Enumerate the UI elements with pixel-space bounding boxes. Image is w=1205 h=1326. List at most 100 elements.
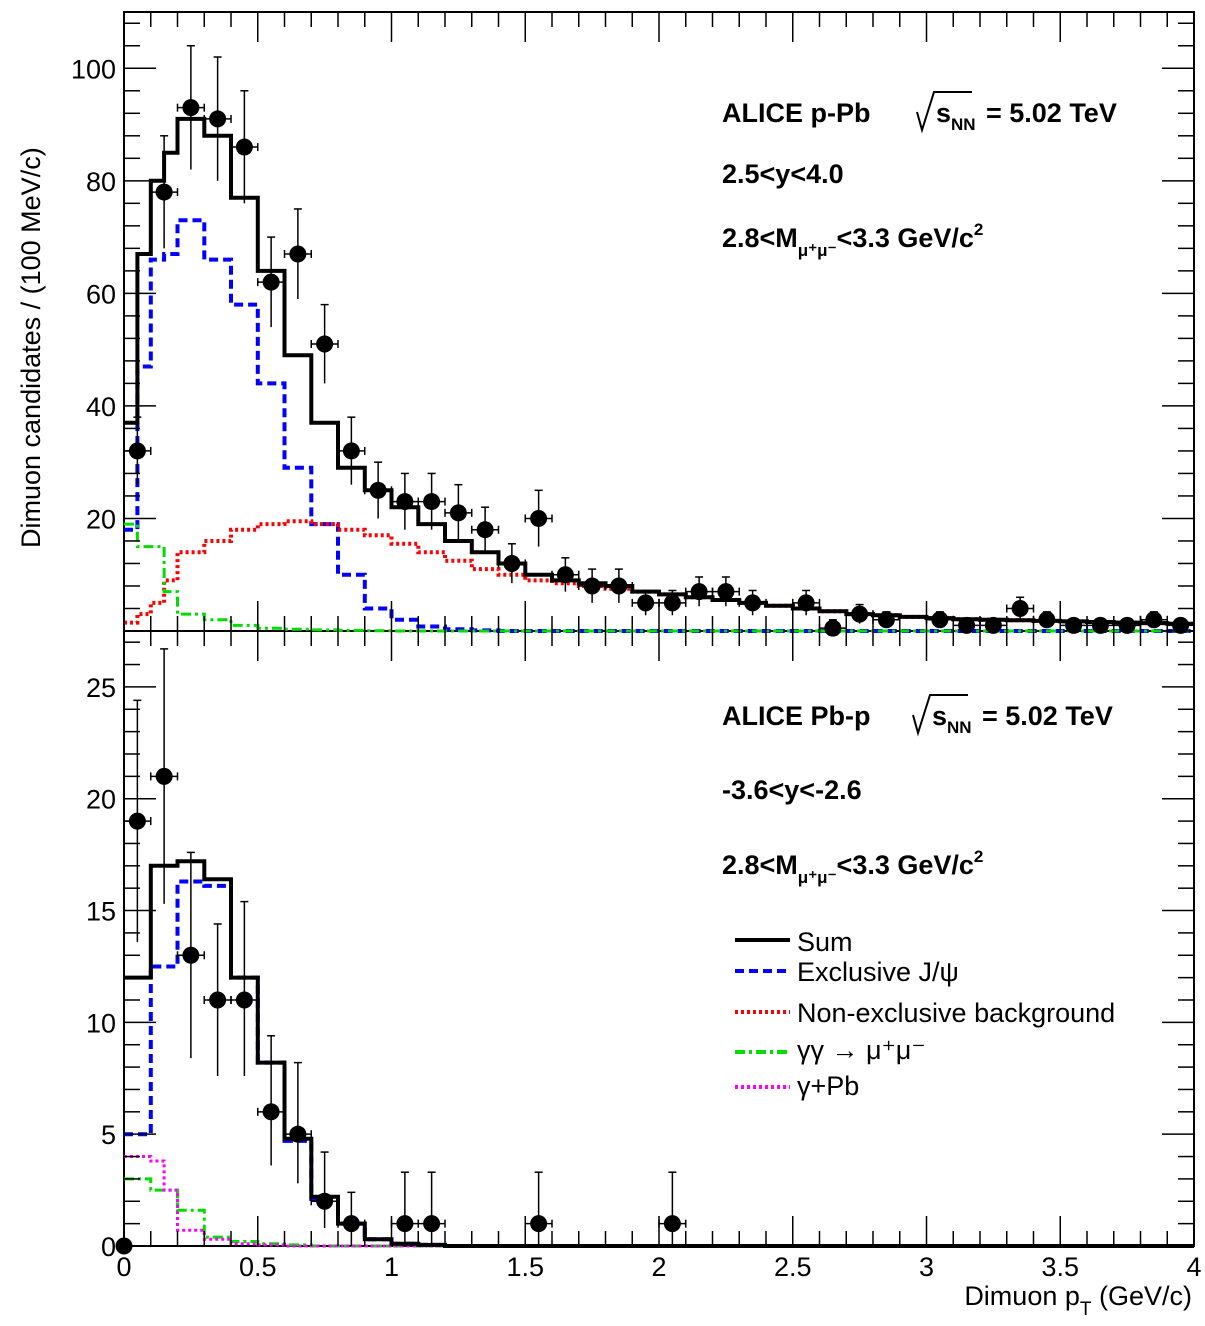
axis-ticks: 20 40 60 80 100 0 5 10 15 20 25 0 0.5 1 1.5 2 2.5 3 3.5 4 bbox=[71, 12, 1202, 1282]
bottom-data-point bbox=[257, 1035, 286, 1166]
top-y-tick-label: 40 bbox=[86, 392, 116, 422]
x-axis-title-prefix: Dimuon p bbox=[964, 1281, 1080, 1311]
top-data-point bbox=[337, 416, 366, 485]
top-data-point bbox=[257, 236, 286, 328]
x-axis-title: Dimuon pT (GeV/c) bbox=[964, 1281, 1192, 1320]
bottom-x-tick-label: 1 bbox=[384, 1252, 399, 1282]
bottom-anno-line2: -3.6<y<-2.6 bbox=[722, 775, 862, 805]
top-anno-line1-prefix: ALICE p-Pb bbox=[722, 98, 871, 128]
bottom-anno-line3-sup: 2 bbox=[974, 847, 983, 866]
bottom-y-tick-label: 0 bbox=[101, 1232, 116, 1262]
bottom-anno-line3: 2.8<Mμ⁺μ⁻<3.3 GeV/c2 bbox=[722, 847, 983, 887]
top-data-point bbox=[310, 303, 339, 384]
top-data-point bbox=[150, 135, 179, 249]
top-annotation: ALICE p-Pb sNN = 5.02 TeV 2.5<y<4.0 2.8<… bbox=[722, 91, 1117, 260]
top-data-point bbox=[578, 568, 607, 603]
legend: Sum Exclusive J/ψ Non-exclusive backgrou… bbox=[735, 927, 1115, 1101]
bottom-data-point bbox=[176, 851, 205, 1059]
top-y-tick-label: 60 bbox=[86, 279, 116, 309]
bottom-anno-line3-suffix: <3.3 GeV/c bbox=[837, 850, 974, 880]
bottom-anno-sqrt-sub: NN bbox=[947, 718, 972, 737]
bottom-data-point bbox=[524, 1171, 553, 1246]
top-data-point bbox=[631, 589, 660, 616]
bottom-x-tick-label: 2.5 bbox=[774, 1252, 812, 1282]
legend-label-exclusive: Exclusive J/ψ bbox=[797, 957, 959, 987]
top-data-point bbox=[390, 472, 419, 530]
top-data-point bbox=[497, 543, 526, 584]
top-data-point bbox=[471, 506, 500, 553]
top-y-tick-label: 100 bbox=[71, 54, 116, 84]
top-anno-line3: 2.8<Mμ⁺μ⁻<3.3 GeV/c2 bbox=[722, 220, 983, 260]
top-data-point bbox=[283, 208, 312, 299]
top-data-point bbox=[1139, 611, 1168, 629]
top-anno-sqrt-icon bbox=[916, 91, 972, 134]
top-anno-line3-suffix: <3.3 GeV/c bbox=[837, 223, 974, 253]
top-anno-sqrt-label: s bbox=[936, 98, 951, 128]
top-series-sum bbox=[124, 116, 1194, 626]
top-data-point bbox=[845, 603, 874, 624]
x-axis-title-sub: T bbox=[1080, 1299, 1092, 1320]
bottom-x-tick-label: 1.5 bbox=[506, 1252, 544, 1282]
bottom-data-point bbox=[203, 923, 232, 1077]
bottom-anno-line1-prefix: ALICE Pb-p bbox=[722, 701, 871, 731]
bottom-y-tick-label: 10 bbox=[86, 1008, 116, 1038]
top-data-point bbox=[792, 589, 821, 616]
top-data-point bbox=[738, 589, 767, 616]
top-data-point bbox=[658, 589, 687, 616]
top-data-point bbox=[230, 90, 259, 204]
bottom-data-point bbox=[230, 900, 259, 1077]
legend-label-sum: Sum bbox=[797, 927, 853, 957]
top-data-point bbox=[1166, 616, 1195, 634]
x-axis-title-suffix: (GeV/c) bbox=[1091, 1281, 1192, 1311]
bottom-x-tick-label: 0.5 bbox=[239, 1252, 277, 1282]
top-anno-line2: 2.5<y<4.0 bbox=[722, 159, 844, 189]
bottom-annotation: ALICE Pb-p sNN = 5.02 TeV -3.6<y<-2.6 2.… bbox=[722, 694, 1113, 887]
top-data-point bbox=[444, 483, 473, 541]
bottom-anno-sqrt-icon bbox=[912, 694, 968, 737]
bottom-x-tick-label: 0 bbox=[116, 1252, 131, 1282]
bottom-anno-line1-suffix: = 5.02 TeV bbox=[982, 701, 1113, 731]
top-data-point bbox=[417, 472, 446, 530]
bottom-y-tick-label: 25 bbox=[86, 673, 116, 703]
top-data-point bbox=[551, 557, 580, 592]
y-axis-title: Dimuon candidates / (100 MeV/c) bbox=[16, 147, 46, 548]
bottom-plot bbox=[115, 648, 1194, 1255]
top-y-tick-label: 20 bbox=[86, 504, 116, 534]
top-plot bbox=[123, 45, 1195, 637]
top-data-point bbox=[176, 45, 205, 170]
top-data-point bbox=[364, 461, 393, 519]
legend-label-gammagamma: γγ → μ⁺μ⁻ bbox=[797, 1035, 926, 1065]
bottom-anno-sqrt-content: sNN bbox=[932, 701, 972, 737]
bottom-data-point bbox=[390, 1171, 419, 1246]
bottom-data-point bbox=[337, 1191, 366, 1246]
bottom-anno-sqrt-label: s bbox=[932, 701, 947, 731]
bottom-anno-line3-prefix: 2.8<M bbox=[722, 850, 798, 880]
legend-label-gammapb: γ+Pb bbox=[797, 1071, 859, 1101]
top-data-point bbox=[818, 618, 847, 637]
top-anno-line1-suffix: = 5.02 TeV bbox=[986, 98, 1117, 128]
bottom-x-tick-label: 3 bbox=[919, 1252, 934, 1282]
top-data-point bbox=[203, 56, 232, 181]
top-anno-sqrt-sub: NN bbox=[951, 115, 976, 134]
top-y-tick-label: 80 bbox=[86, 167, 116, 197]
top-anno-sqrt-content: sNN bbox=[936, 98, 976, 134]
bottom-data-point bbox=[310, 1151, 339, 1229]
bottom-x-tick-label: 3.5 bbox=[1041, 1252, 1079, 1282]
top-data-point bbox=[711, 576, 740, 607]
bottom-data-point bbox=[150, 648, 179, 904]
top-data-point bbox=[1032, 611, 1061, 629]
top-data-point bbox=[685, 576, 714, 607]
bottom-y-tick-label: 15 bbox=[86, 897, 116, 927]
bottom-x-tick-label: 2 bbox=[651, 1252, 666, 1282]
top-data-point bbox=[925, 611, 954, 629]
legend-label-nonexclusive: Non-exclusive background bbox=[797, 998, 1115, 1028]
top-data-point bbox=[524, 489, 553, 547]
bottom-x-tick-label: 4 bbox=[1186, 1252, 1201, 1282]
top-anno-line3-sup: 2 bbox=[974, 220, 983, 239]
bottom-series-sum bbox=[124, 859, 1194, 1248]
bottom-data-point bbox=[417, 1171, 446, 1246]
top-anno-line3-sub: μ⁺μ⁻ bbox=[798, 241, 837, 260]
bottom-data-point bbox=[283, 1061, 312, 1184]
top-data-point bbox=[604, 568, 633, 603]
